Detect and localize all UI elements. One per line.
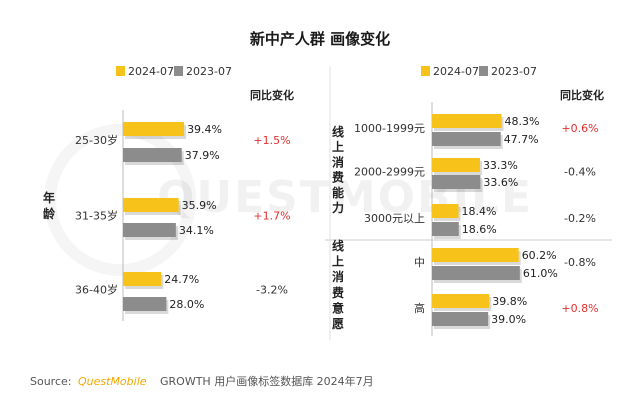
bar-2024-31-35岁 — [123, 198, 179, 212]
source-brand: QuestMobile — [78, 375, 147, 388]
bar-2023-25-30岁 — [123, 148, 182, 162]
group-label-char: 上 — [332, 254, 344, 269]
legend-swatch-2023-07 — [479, 66, 488, 76]
data-label-2023-31-35岁: 34.1% — [179, 224, 214, 237]
chart-title: 新中产人群 画像变化 — [250, 30, 390, 48]
category-label-2000-2999元: 2000-2999元 — [354, 166, 425, 179]
bar-2024-中 — [432, 248, 519, 262]
group-label-char: 力 — [332, 200, 344, 215]
data-label-2023-36-40岁: 28.0% — [169, 298, 204, 311]
legend-label-2023-07: 2023-07 — [186, 65, 232, 78]
category-label-3000元以上: 3000元以上 — [364, 212, 425, 225]
data-label-2023-2000-2999元: 33.6% — [483, 176, 518, 189]
yoy-value-高: +0.8% — [561, 302, 598, 315]
data-label-2023-25-30岁: 37.9% — [185, 149, 220, 162]
group-label-char: 上 — [332, 139, 344, 154]
yoy-value-1000-1999元: +0.6% — [561, 122, 598, 135]
data-label-2024-高: 39.8% — [492, 295, 527, 308]
category-label-中: 中 — [414, 256, 425, 269]
legend-swatch-2024-07 — [421, 66, 430, 76]
group-label-char: 愿 — [332, 317, 344, 331]
data-label-2024-3000元以上: 18.4% — [461, 205, 496, 218]
bar-2024-36-40岁 — [123, 272, 162, 286]
data-label-2024-2000-2999元: 33.3% — [483, 159, 518, 172]
yoy-header: 同比变化 — [250, 88, 294, 102]
category-label-31-35岁: 31-35岁 — [75, 209, 118, 223]
bar-2023-中 — [432, 266, 520, 280]
group-label-char: 能 — [332, 185, 344, 200]
yoy-value-3000元以上: -0.2% — [564, 212, 596, 225]
bar-2024-1000-1999元 — [432, 114, 502, 128]
legend-label-2024-07: 2024-07 — [128, 65, 174, 78]
group-label-char: 费 — [332, 170, 344, 185]
yoy-value-中: -0.8% — [564, 256, 596, 269]
group-label-char: 年 — [43, 190, 55, 205]
bar-2024-3000元以上 — [432, 204, 459, 218]
category-label-1000-1999元: 1000-1999元 — [354, 122, 425, 135]
group-label-char: 龄 — [43, 206, 56, 221]
data-label-2024-31-35岁: 35.9% — [182, 199, 217, 212]
legend-swatch-2023-07 — [174, 66, 183, 76]
group-label-char: 线 — [332, 124, 344, 139]
data-label-2024-1000-1999元: 48.3% — [505, 115, 540, 128]
legend-label-2024-07: 2024-07 — [433, 65, 479, 78]
bar-2024-25-30岁 — [123, 122, 185, 136]
legend-swatch-2024-07 — [116, 66, 125, 76]
category-label-高: 高 — [414, 301, 425, 315]
yoy-value-2000-2999元: -0.4% — [564, 166, 596, 179]
source-prefix: Source: — [30, 375, 72, 388]
group-label-char: 线 — [332, 238, 344, 253]
bar-2024-2000-2999元 — [432, 158, 480, 172]
data-label-2023-3000元以上: 18.6% — [462, 223, 497, 236]
bar-2023-1000-1999元 — [432, 132, 501, 146]
data-label-2024-中: 60.2% — [522, 249, 557, 262]
bar-2023-31-35岁 — [123, 223, 176, 237]
yoy-value-36-40岁: -3.2% — [256, 284, 288, 297]
group-label-char: 意 — [332, 300, 344, 315]
bar-2023-3000元以上 — [432, 222, 459, 236]
bar-2023-高 — [432, 312, 489, 326]
category-label-36-40岁: 36-40岁 — [75, 283, 118, 297]
data-label-2024-36-40岁: 24.7% — [164, 273, 199, 286]
yoy-value-25-30岁: +1.5% — [253, 134, 290, 147]
data-label-2024-25-30岁: 39.4% — [187, 123, 222, 136]
group-label-char: 消 — [332, 269, 344, 284]
group-label-char: 消 — [332, 154, 344, 169]
data-label-2023-1000-1999元: 47.7% — [504, 133, 539, 146]
watermark-logo-icon — [44, 124, 196, 276]
data-label-2023-高: 39.0% — [491, 313, 526, 326]
bar-2023-2000-2999元 — [432, 175, 481, 189]
yoy-header: 同比变化 — [560, 88, 604, 102]
category-label-25-30岁: 25-30岁 — [75, 133, 118, 147]
bar-2023-36-40岁 — [123, 297, 167, 311]
yoy-value-31-35岁: +1.7% — [253, 210, 290, 223]
group-label-char: 费 — [332, 285, 344, 300]
bar-2024-高 — [432, 294, 490, 308]
source-text: GROWTH 用户画像标签数据库 2024年7月 — [160, 374, 374, 388]
data-label-2023-中: 61.0% — [523, 267, 558, 280]
legend-label-2023-07: 2023-07 — [491, 65, 537, 78]
